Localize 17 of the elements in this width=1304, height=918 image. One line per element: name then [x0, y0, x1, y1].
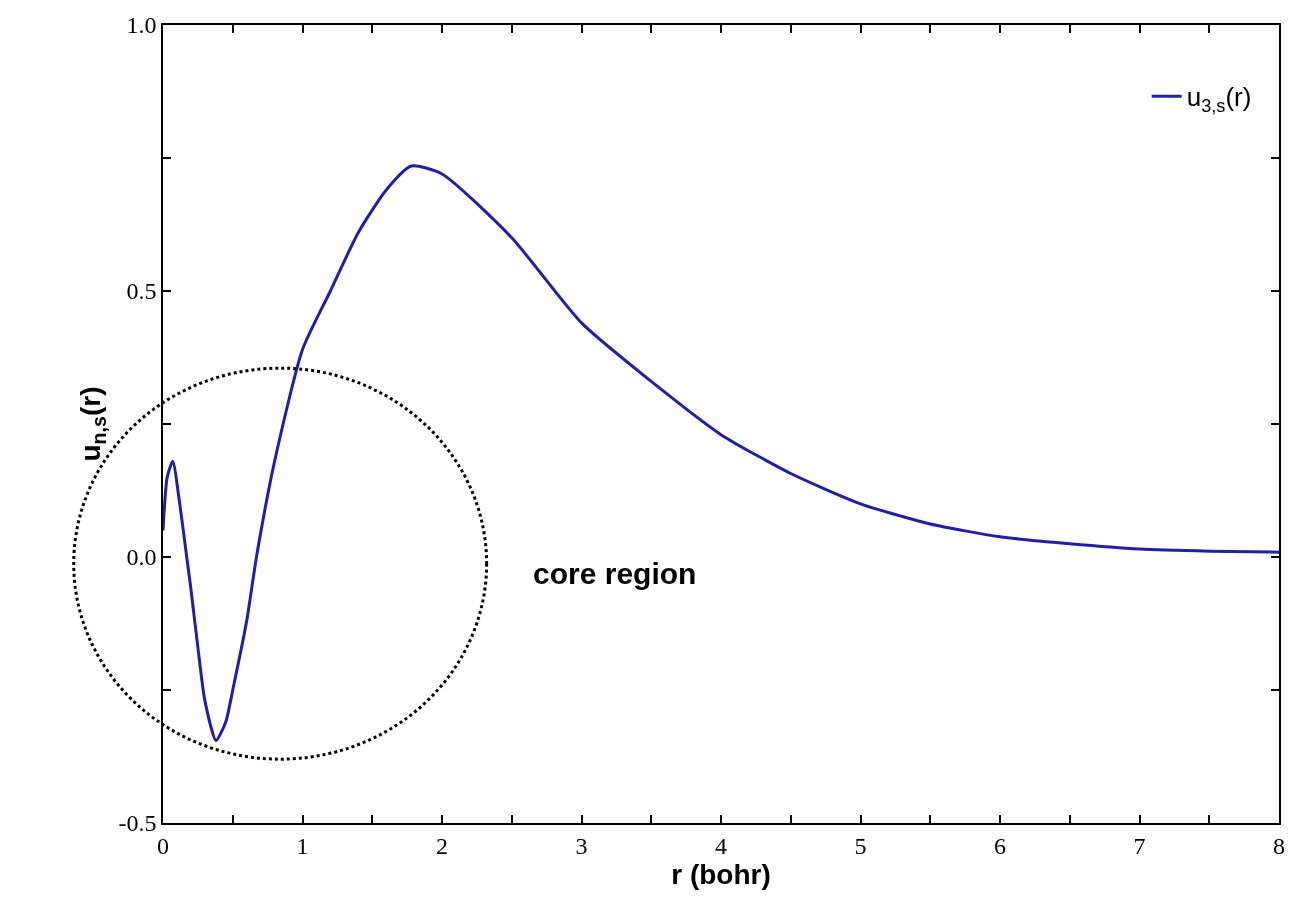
x-tick-label: 1: [296, 832, 309, 859]
line-series: [163, 164, 1279, 743]
x-tick-label: 0: [157, 832, 169, 859]
x-tick-label: 2: [436, 832, 448, 859]
x-tick-label: 5: [854, 832, 867, 859]
x-tick-label: 7: [1133, 832, 1146, 859]
y-tick-label: -0.5: [118, 810, 157, 837]
annotation: core region: [533, 557, 697, 590]
x-tick-label: 8: [1273, 832, 1285, 859]
x-tick-label: 3: [575, 832, 588, 859]
y-tick-label: 0.5: [126, 278, 157, 305]
x-tick-label: 6: [994, 832, 1006, 859]
y-tick-label: 0.0: [126, 544, 157, 571]
x-tick-label: 4: [715, 832, 727, 859]
x-axis-title: r (bohr): [671, 858, 771, 890]
y-tick-label: 1.0: [126, 12, 157, 39]
legend-label: u$_{3,s}$(r): [1186, 82, 1252, 116]
